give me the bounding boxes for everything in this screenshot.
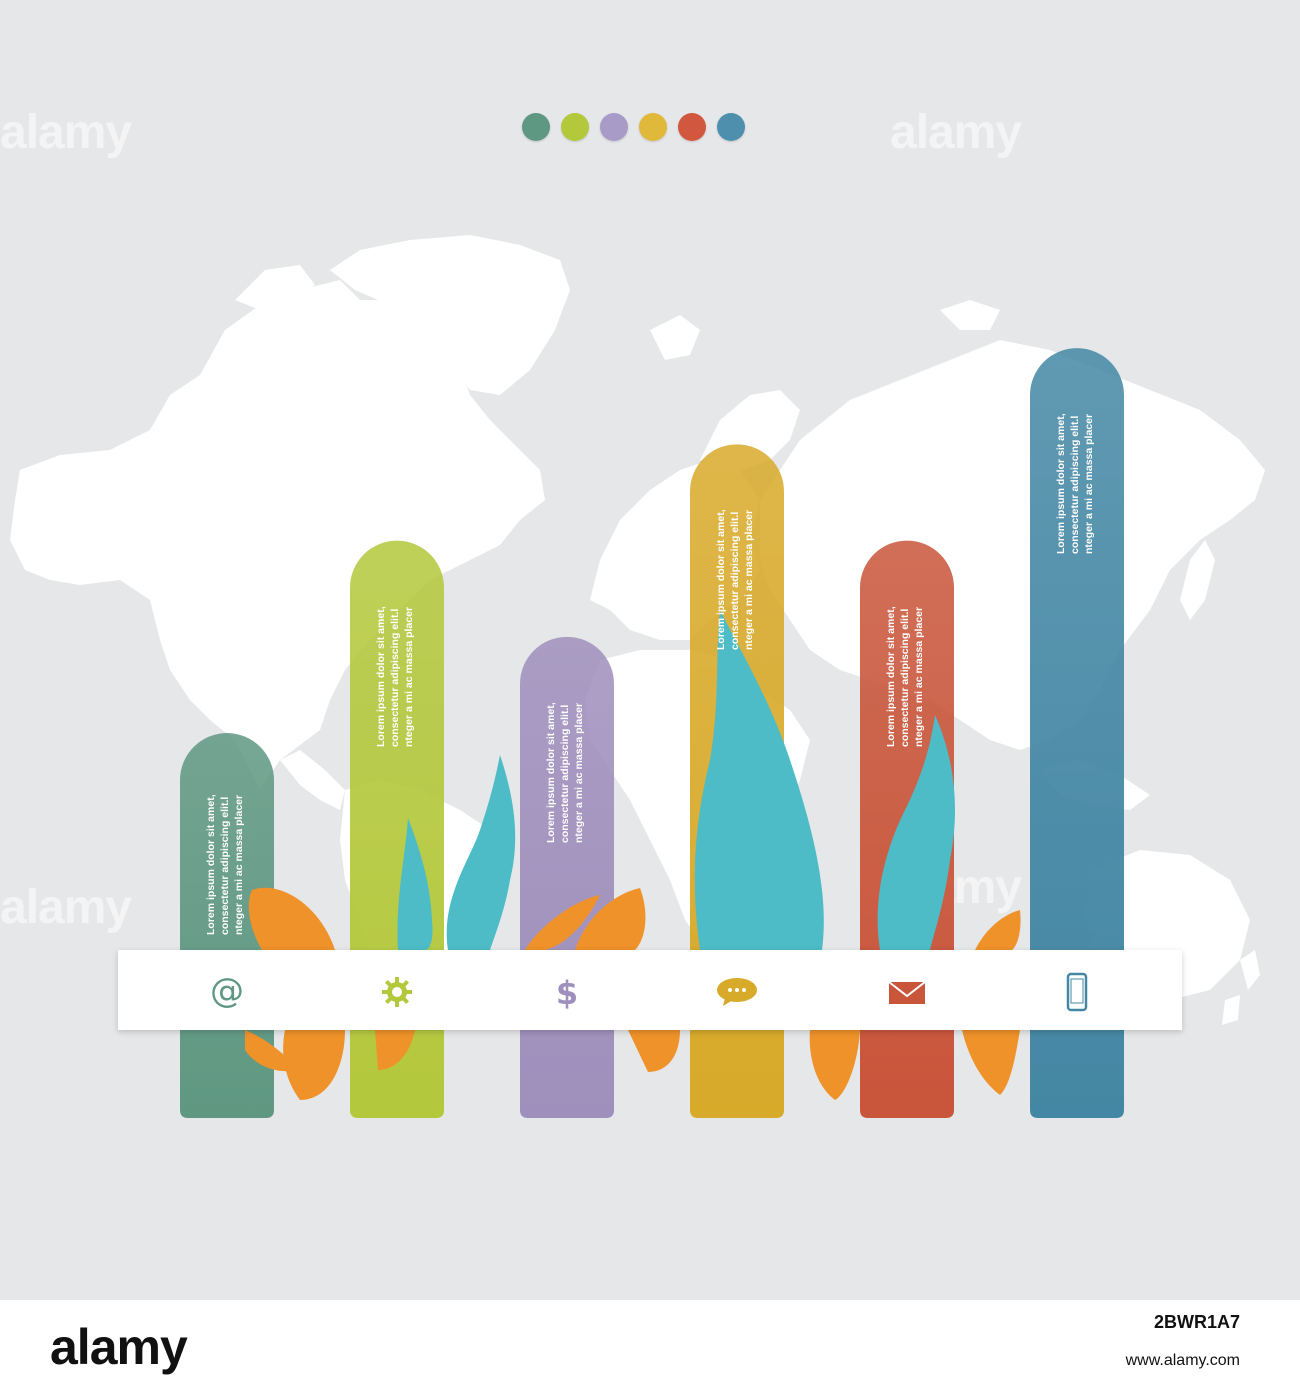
bar-label-3: Lorem ipsum dolor sit amet, consectetur a… xyxy=(545,702,585,843)
legend-dots xyxy=(522,113,745,141)
bar-chart xyxy=(180,348,1124,1118)
legend-dot xyxy=(717,113,745,141)
seaweed-leaf xyxy=(397,818,433,950)
legend-dot xyxy=(639,113,667,141)
orange-leaf xyxy=(248,887,335,950)
footer-image-id: 2BWR1A7 xyxy=(1153,1312,1240,1332)
orange-leaf xyxy=(809,1030,860,1100)
svg-text:$: $ xyxy=(556,974,578,1012)
icon-strip xyxy=(118,950,1182,1030)
orange-leaf xyxy=(525,895,600,950)
orange-leaf xyxy=(575,888,646,950)
seaweed-leaf xyxy=(446,755,516,950)
orange-leaf xyxy=(375,1030,415,1070)
orange-leaf xyxy=(975,910,1021,950)
bar-label-6: Lorem ipsum dolor sit amet, consectetur a… xyxy=(1055,413,1095,555)
legend-dot xyxy=(678,113,706,141)
orange-leaf xyxy=(628,1030,680,1072)
seaweed-leaf xyxy=(694,610,824,950)
dollar-icon: $ xyxy=(547,972,587,1012)
footer-logo: alamy xyxy=(50,1319,188,1375)
chat-icon xyxy=(715,972,757,1012)
orange-leaf xyxy=(962,1030,1020,1095)
bar-label-2: Lorem ipsum dolor sit amet, consectetur a… xyxy=(375,605,415,747)
at-icon: @ xyxy=(207,972,247,1012)
legend-dot xyxy=(522,113,550,141)
seaweed-leaf xyxy=(877,715,955,950)
bar-6 xyxy=(1030,348,1124,1118)
gear-icon xyxy=(377,972,417,1012)
mail-icon xyxy=(887,972,927,1012)
svg-text:@: @ xyxy=(210,972,244,1011)
bar-label-5: Lorem ipsum dolor sit amet, consectetur a… xyxy=(885,605,925,747)
footer: alamy 2BWR1A7 www.alamy.com xyxy=(0,1300,1300,1390)
legend-dot xyxy=(600,113,628,141)
legend-dot xyxy=(561,113,589,141)
phone-icon xyxy=(1057,972,1097,1012)
infographic-canvas: alamy alamy alamy alamy alamy Lorem ipsu… xyxy=(0,0,1300,1300)
bar-label-1: Lorem ipsum dolor sit amet, consectetur a… xyxy=(205,794,245,935)
footer-url: www.alamy.com xyxy=(1125,1352,1240,1369)
bar-label-4: Lorem ipsum dolor sit amet, consectetur a… xyxy=(715,509,755,651)
orange-leaf xyxy=(283,1030,345,1100)
